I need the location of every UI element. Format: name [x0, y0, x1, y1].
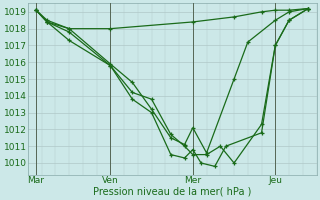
X-axis label: Pression niveau de la mer( hPa ): Pression niveau de la mer( hPa ) [93, 187, 252, 197]
